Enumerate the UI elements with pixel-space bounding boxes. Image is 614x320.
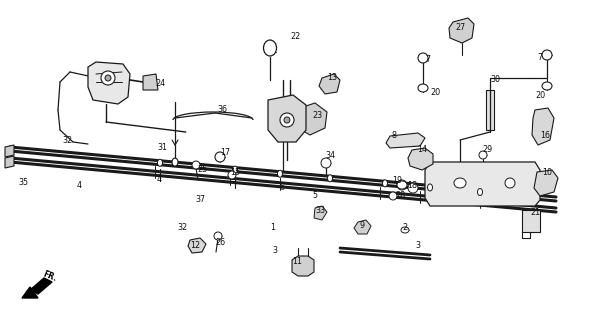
Text: 6: 6 xyxy=(280,182,285,191)
Text: 18: 18 xyxy=(407,180,417,189)
Circle shape xyxy=(479,151,487,159)
Text: 12: 12 xyxy=(190,241,200,250)
Text: 5: 5 xyxy=(312,190,317,199)
Circle shape xyxy=(105,75,111,81)
Ellipse shape xyxy=(233,166,238,173)
Circle shape xyxy=(408,183,418,193)
Circle shape xyxy=(228,171,236,179)
Polygon shape xyxy=(188,238,206,253)
Circle shape xyxy=(389,192,397,200)
Text: 1: 1 xyxy=(270,222,275,231)
Text: 32: 32 xyxy=(62,135,72,145)
Text: 30: 30 xyxy=(490,75,500,84)
Text: 20: 20 xyxy=(535,91,545,100)
Text: 33: 33 xyxy=(315,205,325,214)
Circle shape xyxy=(418,53,428,63)
Text: 4: 4 xyxy=(157,174,162,183)
Ellipse shape xyxy=(284,117,290,123)
Text: 15: 15 xyxy=(230,167,240,177)
Polygon shape xyxy=(386,133,425,148)
Circle shape xyxy=(192,161,200,169)
Text: 37: 37 xyxy=(195,195,205,204)
Polygon shape xyxy=(408,148,433,170)
Text: 35: 35 xyxy=(18,178,28,187)
Text: 20: 20 xyxy=(430,87,440,97)
Ellipse shape xyxy=(418,84,428,92)
Ellipse shape xyxy=(278,170,282,177)
Polygon shape xyxy=(22,287,38,298)
Text: 9: 9 xyxy=(360,220,365,229)
Ellipse shape xyxy=(505,178,515,188)
Text: 11: 11 xyxy=(292,258,302,267)
Circle shape xyxy=(214,232,222,240)
Text: 34: 34 xyxy=(325,150,335,159)
Text: 28: 28 xyxy=(395,190,405,199)
Polygon shape xyxy=(30,278,52,294)
Ellipse shape xyxy=(158,159,163,166)
Text: 19: 19 xyxy=(392,175,402,185)
Circle shape xyxy=(215,152,225,162)
Text: 2: 2 xyxy=(402,222,407,231)
Ellipse shape xyxy=(401,227,409,233)
Text: FR.: FR. xyxy=(42,269,58,283)
Ellipse shape xyxy=(478,188,483,196)
Text: 24: 24 xyxy=(155,78,165,87)
Text: 13: 13 xyxy=(327,73,337,82)
Polygon shape xyxy=(532,108,554,145)
Polygon shape xyxy=(354,220,371,234)
Ellipse shape xyxy=(427,184,432,191)
Polygon shape xyxy=(5,145,14,157)
Text: 21: 21 xyxy=(530,207,540,217)
Text: 7: 7 xyxy=(425,54,430,63)
Ellipse shape xyxy=(280,113,294,127)
Ellipse shape xyxy=(542,82,552,90)
Ellipse shape xyxy=(172,158,178,166)
Polygon shape xyxy=(314,206,327,220)
Polygon shape xyxy=(425,162,540,206)
Polygon shape xyxy=(534,170,558,196)
Polygon shape xyxy=(143,74,158,90)
Bar xyxy=(486,90,494,130)
Text: 16: 16 xyxy=(540,131,550,140)
Text: 7: 7 xyxy=(537,52,542,61)
Text: 3: 3 xyxy=(415,241,420,250)
Polygon shape xyxy=(88,62,130,104)
Text: 22: 22 xyxy=(290,31,300,41)
Ellipse shape xyxy=(383,180,387,187)
Text: 25: 25 xyxy=(197,164,208,173)
Polygon shape xyxy=(5,156,14,168)
Circle shape xyxy=(101,71,115,85)
Text: 23: 23 xyxy=(312,110,322,119)
Text: 17: 17 xyxy=(220,148,230,156)
Ellipse shape xyxy=(263,40,276,56)
Text: 14: 14 xyxy=(417,145,427,154)
Text: 8: 8 xyxy=(392,131,397,140)
Bar xyxy=(522,210,540,232)
Text: 36: 36 xyxy=(217,105,227,114)
Ellipse shape xyxy=(454,178,466,188)
Text: 26: 26 xyxy=(215,237,225,246)
Polygon shape xyxy=(268,95,306,142)
Circle shape xyxy=(542,50,552,60)
Text: 10: 10 xyxy=(542,167,552,177)
Polygon shape xyxy=(319,74,340,94)
Text: 31: 31 xyxy=(157,142,167,151)
Text: 32: 32 xyxy=(177,222,187,231)
Polygon shape xyxy=(292,256,314,276)
Polygon shape xyxy=(298,103,327,135)
Ellipse shape xyxy=(397,181,407,189)
Text: 3: 3 xyxy=(272,245,277,254)
Circle shape xyxy=(397,180,407,190)
Polygon shape xyxy=(449,18,474,43)
Ellipse shape xyxy=(327,175,333,182)
Circle shape xyxy=(321,158,331,168)
Text: 29: 29 xyxy=(482,145,492,154)
Text: 4: 4 xyxy=(77,180,82,189)
Text: 27: 27 xyxy=(455,22,465,31)
